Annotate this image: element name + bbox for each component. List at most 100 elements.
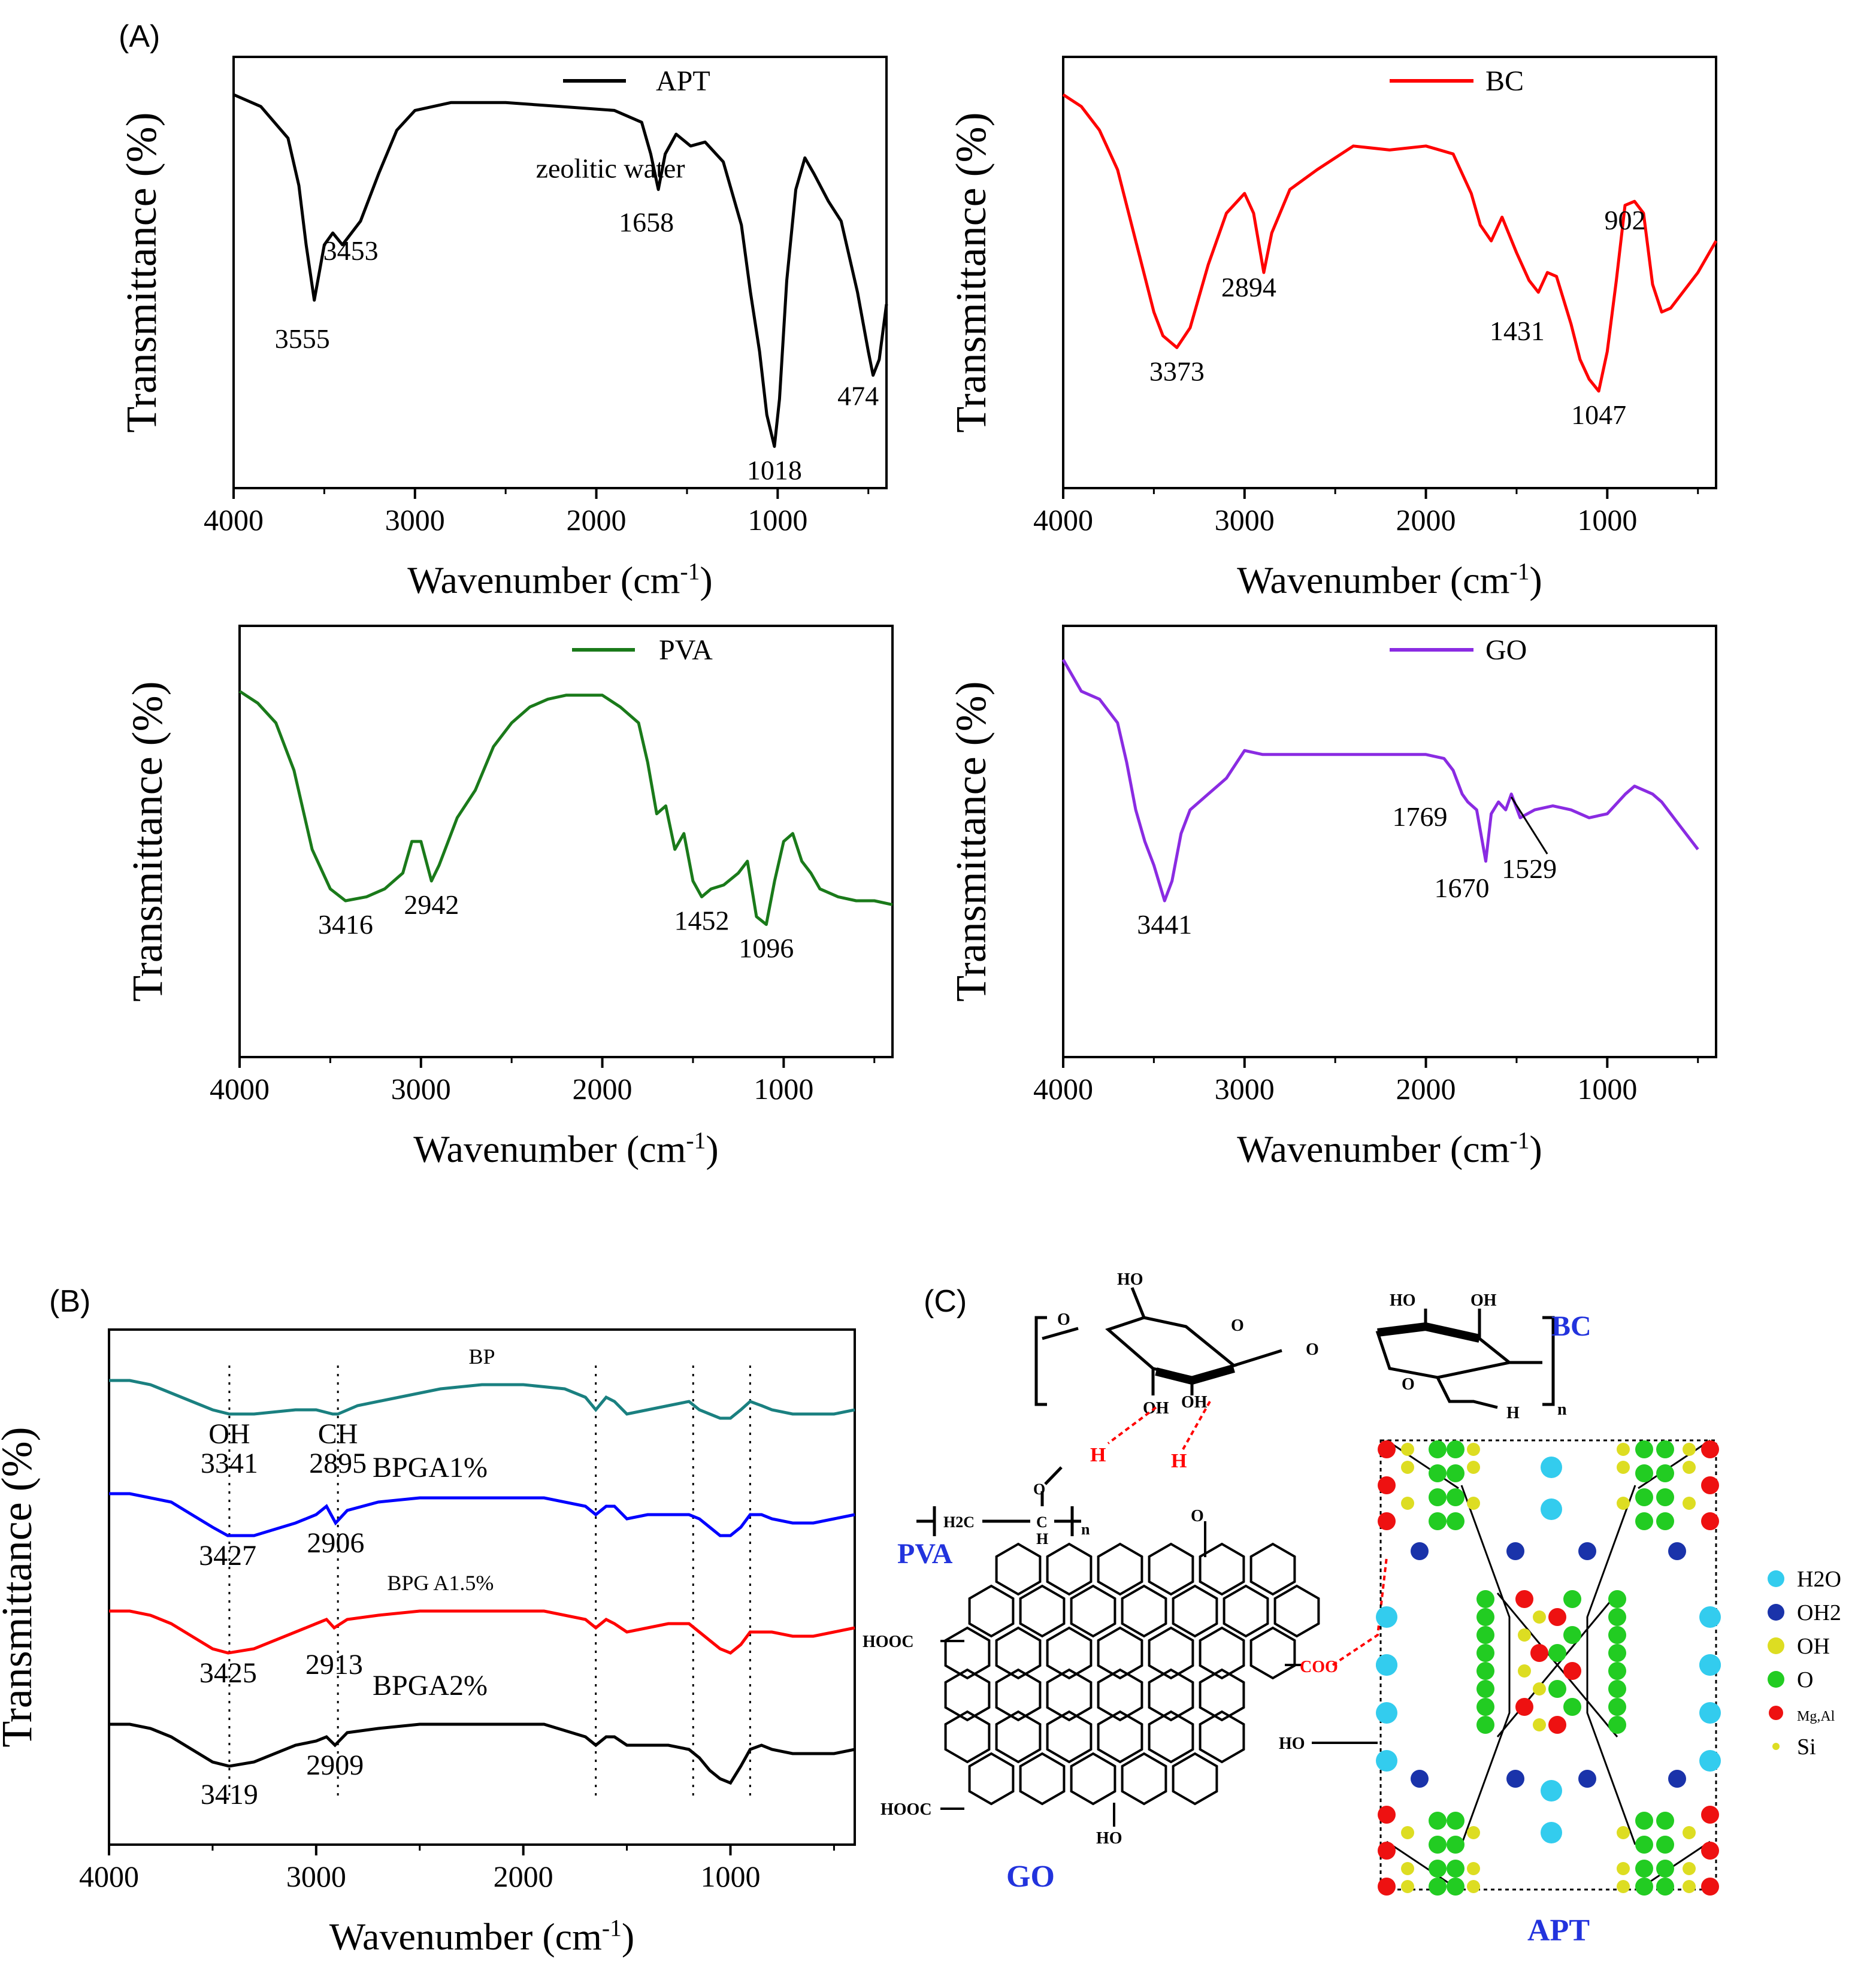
apt-atom [1401, 1880, 1414, 1893]
go-ring [995, 1710, 1042, 1764]
apt-atom [1701, 1878, 1719, 1896]
apt-atom [1699, 1750, 1721, 1772]
x-tick-label: 2000 [1396, 1072, 1456, 1106]
annotation-label: 2894 [1221, 272, 1276, 302]
go-ring [1070, 1752, 1116, 1806]
pva-bond [1044, 1466, 1063, 1485]
apt-atom [1476, 1698, 1494, 1716]
annotation-label: BPGA1% [373, 1452, 488, 1483]
legend-label: BC [1485, 65, 1524, 97]
apt-atom [1429, 1860, 1447, 1878]
chart-apt: 4000 3000 2000 1000 Wavenumber (cm-1) Transmi… [117, 56, 888, 601]
annotation-label: 3419 [201, 1779, 258, 1810]
legend-label: APT [656, 65, 710, 97]
panel-label-a: (A) [119, 19, 160, 54]
apt-atom [1518, 1628, 1531, 1642]
series-line-bpga2 [109, 1722, 855, 1785]
go-ring [1249, 1542, 1296, 1596]
apt-atom [1530, 1644, 1548, 1662]
apt-bond [1386, 1840, 1459, 1891]
annotation-label: CH [318, 1418, 358, 1450]
legend-swatch-oh [1768, 1637, 1784, 1654]
go-ring [1249, 1626, 1296, 1680]
x-axis-label-end: ) [700, 559, 712, 601]
x-tick-label: 3000 [286, 1860, 346, 1893]
annotation-label: 3453 [323, 235, 379, 266]
go-ring [1097, 1668, 1143, 1722]
series-line-pva [238, 690, 893, 927]
x-axis-label-end: ) [622, 1915, 634, 1958]
apt-atom [1608, 1590, 1626, 1608]
apt-bond [1586, 1485, 1636, 1845]
bc-ho-top: HO [1117, 1270, 1143, 1289]
x-tick-label: 1000 [754, 1072, 813, 1106]
go-ring [1046, 1626, 1093, 1680]
hbond-h-2: H [1171, 1450, 1187, 1472]
annotation-label: 1047 [1571, 399, 1626, 430]
go-ring [995, 1668, 1042, 1722]
apt-atom [1467, 1880, 1480, 1893]
panel-label-b: (B) [49, 1284, 90, 1319]
apt-atom [1376, 1702, 1397, 1724]
x-tick-label: 1000 [701, 1860, 761, 1893]
pva-c: C [1036, 1513, 1048, 1531]
apt-atom [1541, 1822, 1562, 1843]
apt-atom [1378, 1476, 1396, 1494]
bc-ring-o1: O [1231, 1316, 1244, 1335]
x-axis-label: Wavenumber (cm-1) [1237, 559, 1542, 601]
apt-atom [1518, 1664, 1531, 1678]
apt-label: APT [1527, 1914, 1590, 1948]
apt-atom [1506, 1542, 1524, 1560]
x-axis-label: Wavenumber (cm-1) [413, 1128, 718, 1170]
go-ring [1199, 1668, 1245, 1722]
apt-atom [1608, 1680, 1626, 1698]
apt-atom [1701, 1806, 1719, 1824]
go-ring [1046, 1542, 1093, 1596]
apt-atom [1683, 1443, 1696, 1456]
apt-atom [1617, 1880, 1630, 1893]
x-axis-label-sup: -1 [602, 1915, 622, 1942]
bc-glycosidic-o: O [1306, 1340, 1319, 1359]
annotation-label: 3555 [275, 323, 330, 354]
legend-swatch-h2o [1768, 1570, 1784, 1587]
apt-atom [1608, 1716, 1626, 1734]
annotation-label: 1096 [739, 933, 794, 964]
apt-atom [1429, 1512, 1447, 1530]
go-coo: COO [1300, 1658, 1338, 1676]
go-ring [1019, 1584, 1066, 1638]
apt-atom [1563, 1698, 1581, 1716]
go-ring [1199, 1626, 1245, 1680]
apt-atom [1701, 1842, 1719, 1860]
apt-atom [1635, 1440, 1653, 1458]
go-ring [1148, 1710, 1194, 1764]
plot-frame [1062, 625, 1717, 1058]
apt-atom [1699, 1702, 1721, 1724]
go-ring [968, 1584, 1015, 1638]
apt-atom [1541, 1498, 1562, 1520]
pva-n: n [1081, 1521, 1090, 1538]
apt-atom [1578, 1770, 1596, 1788]
bc-ring-o2: O [1402, 1375, 1415, 1394]
annotation-label: 3416 [318, 909, 373, 940]
apt-atom [1563, 1590, 1581, 1608]
annotation-pointer [1510, 796, 1548, 855]
legend-label-oh: OH [1797, 1634, 1830, 1659]
x-tick-label: 3000 [1215, 1072, 1275, 1106]
go-ring [1046, 1668, 1093, 1722]
annotation-label: BPGA2% [373, 1670, 488, 1701]
apt-atom [1476, 1644, 1494, 1662]
apt-structure [1376, 1439, 1721, 1896]
apt-atom [1506, 1770, 1524, 1788]
apt-atom [1476, 1716, 1494, 1734]
apt-atom [1401, 1497, 1414, 1510]
annotation-label: 1431 [1490, 316, 1545, 346]
go-ring [1273, 1584, 1320, 1638]
apt-atom [1376, 1654, 1397, 1676]
go-ring [1172, 1584, 1218, 1638]
plot-frame [108, 1328, 856, 1846]
bc-bond [1042, 1327, 1079, 1340]
apt-atom [1401, 1461, 1414, 1474]
apt-bond [1460, 1485, 1511, 1845]
apt-atom [1533, 1610, 1546, 1624]
apt-ho: HO [1279, 1734, 1305, 1753]
